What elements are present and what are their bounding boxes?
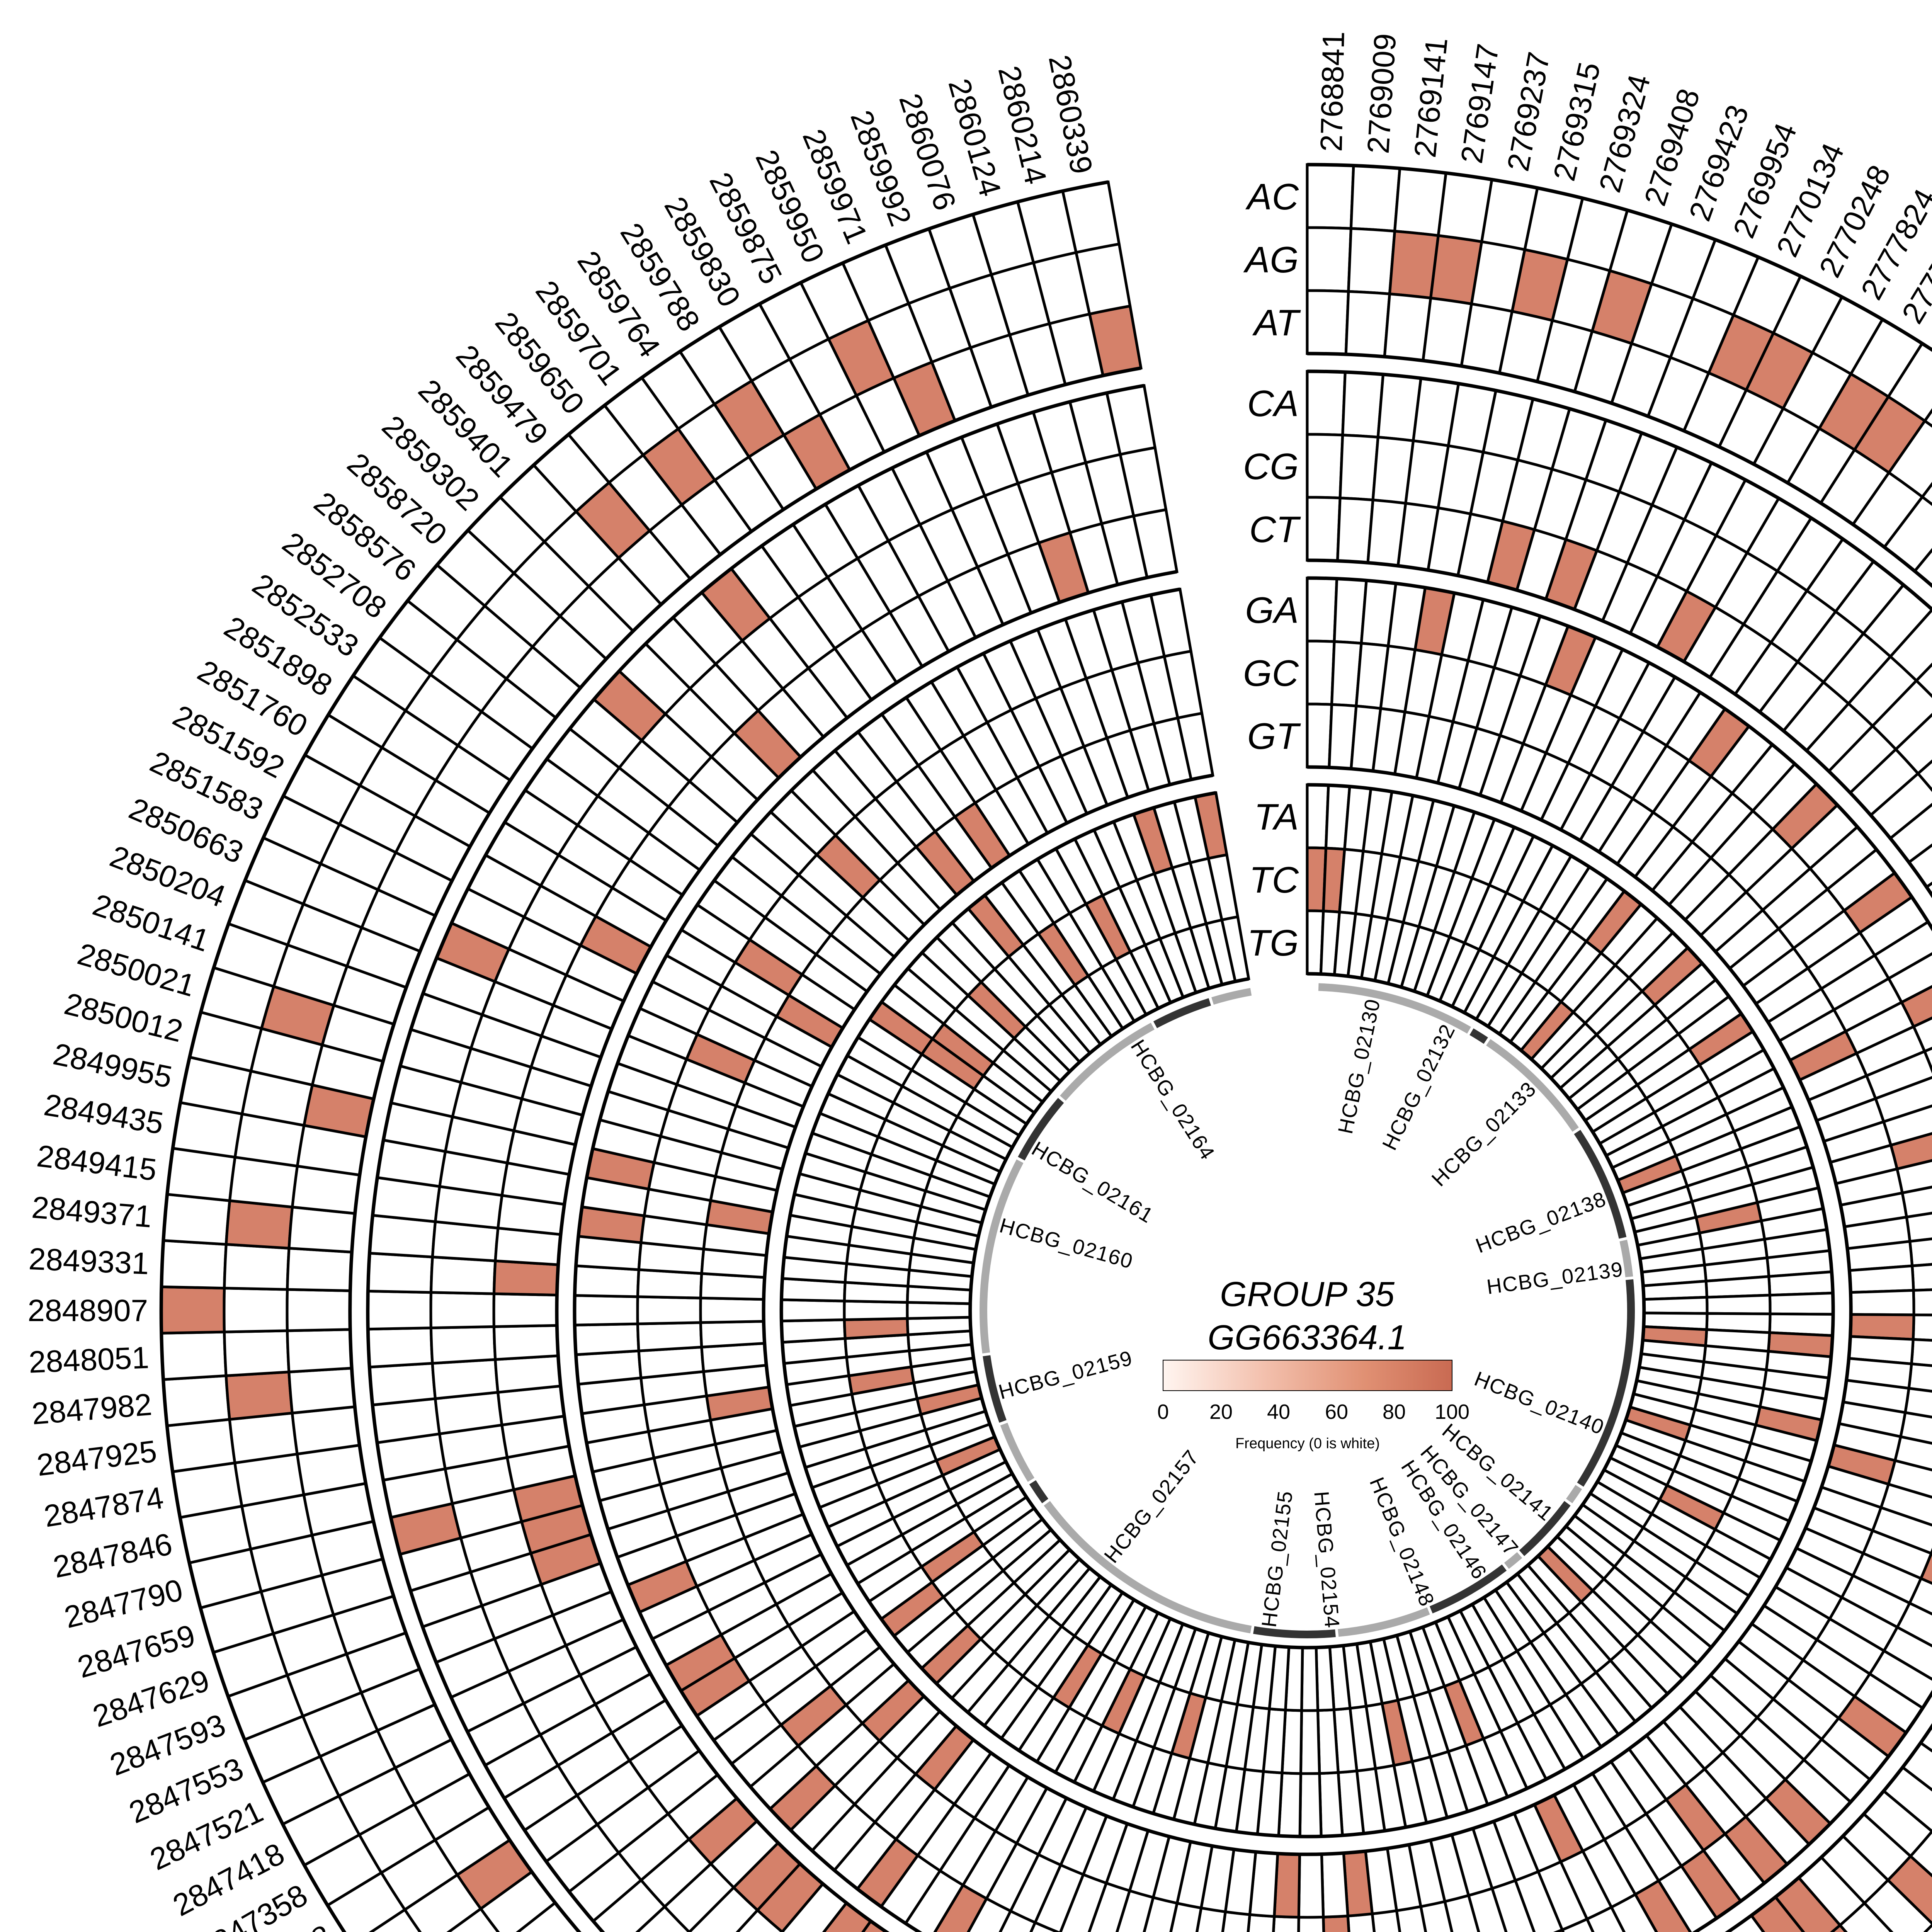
svg-text:GT: GT — [1247, 716, 1301, 757]
svg-text:TA: TA — [1254, 796, 1299, 838]
svg-text:2768841: 2768841 — [1314, 31, 1351, 152]
svg-text:100: 100 — [1435, 1400, 1469, 1423]
svg-text:GG663364.1: GG663364.1 — [1208, 1318, 1406, 1357]
svg-text:Frequency (0 is white): Frequency (0 is white) — [1235, 1435, 1380, 1452]
svg-text:TC: TC — [1249, 859, 1299, 901]
svg-text:AG: AG — [1243, 239, 1299, 281]
svg-text:2769009: 2769009 — [1361, 32, 1403, 155]
svg-text:20: 20 — [1209, 1400, 1233, 1423]
svg-text:GC: GC — [1243, 653, 1299, 694]
svg-text:AT: AT — [1252, 302, 1301, 344]
svg-text:2848051: 2848051 — [28, 1340, 150, 1379]
svg-text:GA: GA — [1245, 590, 1299, 631]
svg-text:GROUP 35: GROUP 35 — [1220, 1275, 1395, 1314]
svg-text:2848907: 2848907 — [28, 1293, 148, 1328]
svg-text:CG: CG — [1243, 446, 1299, 487]
svg-text:2849331: 2849331 — [28, 1242, 150, 1281]
svg-text:CA: CA — [1247, 383, 1299, 424]
svg-text:TG: TG — [1247, 922, 1299, 964]
svg-text:80: 80 — [1383, 1400, 1406, 1423]
svg-text:60: 60 — [1325, 1400, 1348, 1423]
svg-text:CT: CT — [1249, 509, 1301, 550]
svg-text:40: 40 — [1267, 1400, 1290, 1423]
svg-text:AC: AC — [1245, 176, 1299, 218]
svg-text:0: 0 — [1157, 1400, 1169, 1423]
